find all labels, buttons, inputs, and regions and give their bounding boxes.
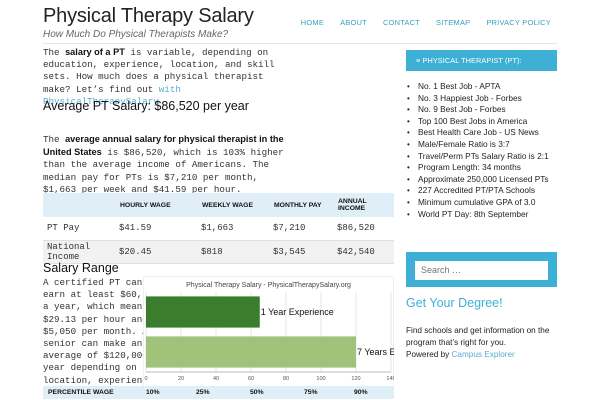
list-item: Top 100 Best Jobs in America [407, 116, 549, 128]
chart-plot: Physical Therapy Salary - PhysicalTherap… [144, 282, 394, 382]
table-cell: PT Pay [43, 217, 115, 241]
list-item: Minimum cumulative GPA of 3.0 [407, 197, 549, 209]
chart-bar-label: 1 Year Experience [261, 307, 334, 317]
chart-tick-label: 100 [316, 376, 325, 382]
sidebar-facts-list: No. 1 Best Job - APTA No. 3 Happiest Job… [407, 81, 549, 220]
average-salary-paragraph: The average annual salary for physical t… [43, 134, 284, 195]
nav-privacy-policy[interactable]: PRIVACY POLICY [486, 18, 551, 27]
wage-table-header: HOURLY WAGE WEEKLY WAGE MONTHLY PAY ANNU… [43, 193, 394, 217]
list-item: No. 1 Best Job - APTA [407, 81, 549, 93]
list-item: Best Health Care Job - US News [407, 127, 549, 139]
percentile-header-cell: 50% [245, 386, 299, 399]
chart-tick-label: 140 [386, 376, 394, 382]
intro-paragraph: The salary of a PT is variable, dependin… [43, 47, 275, 107]
intro-link[interactable]: with PhysicalTherapySalary [43, 83, 181, 107]
wage-table-header-cell: MONTHLY PAY [269, 193, 333, 217]
sidebar-widget-header: ≡ PHYSICAL THERAPIST (PT): [406, 50, 557, 71]
table-cell: $86,520 [333, 217, 394, 241]
table-row: PT Pay $41.59 $1,663 $7,210 $86,520 [43, 217, 394, 241]
table-cell: $42,540 [333, 240, 394, 264]
table-cell: $1,663 [197, 217, 269, 241]
nav-sitemap[interactable]: SITEMAP [436, 18, 471, 27]
chart-tick-label: 120 [351, 376, 360, 382]
list-item: Approximate 250,000 Licensed PTs [407, 174, 549, 186]
search-widget [406, 252, 557, 287]
average-salary-heading: Average PT Salary: $86,520 per year [43, 99, 249, 113]
table-cell: $3,545 [269, 240, 333, 264]
table-row: National Income $20.45 $818 $3,545 $42,5… [43, 240, 394, 264]
degree-description: Find schools and get information on the … [406, 326, 550, 347]
table-cell: $7,210 [269, 217, 333, 241]
salary-chart: Physical Therapy Salary - PhysicalTherap… [143, 276, 394, 388]
chart-tick-label: 80 [283, 376, 289, 382]
percentile-header-cell: 25% [191, 386, 245, 399]
intro-bold: salary of a PT [65, 47, 125, 57]
percentile-table: PERCENTILE WAGE 10% 25% 50% 75% 90% [43, 386, 394, 399]
list-item: 227 Accredited PT/PTA Schools [407, 185, 549, 197]
table-cell: $818 [197, 240, 269, 264]
chart-tick-label: 60 [248, 376, 254, 382]
nav-about[interactable]: ABOUT [340, 18, 367, 27]
percentile-header-cell: 75% [299, 386, 349, 399]
salary-range-paragraph: A certified PT can earn at least $60,600… [43, 277, 159, 398]
sidebar-header-label: PHYSICAL THERAPIST (PT): [422, 56, 522, 65]
chart-bar [146, 336, 356, 368]
chart-bar-label: 7 Years Experience [357, 347, 394, 357]
table-cell: National Income [43, 240, 115, 264]
list-item: Travel/Perm PTs Salary Ratio is 2:1 [407, 151, 549, 163]
chart-tick-label: 0 [144, 376, 147, 382]
campus-explorer-link[interactable]: Campus Explorer [451, 350, 515, 359]
list-item: Program Length: 34 months [407, 162, 549, 174]
wage-table: HOURLY WAGE WEEKLY WAGE MONTHLY PAY ANNU… [43, 193, 394, 264]
list-item: No. 3 Happiest Job - Forbes [407, 93, 549, 105]
nav-home[interactable]: HOME [300, 18, 325, 27]
chart-bar [146, 296, 260, 328]
chart-tick-label: 20 [178, 376, 184, 382]
list-item: No. 9 Best Job - Forbes [407, 104, 549, 116]
list-item: Male/Female Ratio is 3:7 [407, 139, 549, 151]
list-item: World PT Day: 8th September [407, 209, 549, 221]
search-input[interactable] [415, 260, 548, 280]
table-cell: $20.45 [115, 240, 197, 264]
chart-tick-label: 40 [213, 376, 219, 382]
wage-table-header-cell [43, 193, 115, 217]
list-icon: ≡ [416, 56, 421, 65]
main-nav: HOME ABOUT CONTACT SITEMAP PRIVACY POLIC… [293, 18, 559, 27]
site-title[interactable]: Physical Therapy Salary [43, 5, 254, 27]
wage-table-header-cell: WEEKLY WAGE [197, 193, 269, 217]
chart-title: Physical Therapy Salary - PhysicalTherap… [186, 282, 351, 289]
percentile-table-header: PERCENTILE WAGE 10% 25% 50% 75% 90% [43, 386, 394, 399]
nav-contact[interactable]: CONTACT [382, 18, 421, 27]
average-salary-bold: average annual salary for physical thera… [43, 134, 284, 158]
table-cell: $41.59 [115, 217, 197, 241]
powered-by: Powered by Campus Explorer [406, 350, 515, 359]
salary-range-heading: Salary Range [43, 261, 119, 275]
wage-table-header-cell: ANNUAL INCOME [333, 193, 394, 217]
percentile-header-cell: PERCENTILE WAGE [43, 386, 141, 399]
header-divider [43, 43, 557, 44]
site-description: How Much Do Physical Therapists Make? [43, 29, 229, 40]
percentile-header-cell: 10% [141, 386, 191, 399]
degree-widget-text: Find schools and get information on the … [406, 325, 566, 361]
wage-table-header-cell: HOURLY WAGE [115, 193, 197, 217]
percentile-header-cell: 90% [349, 386, 394, 399]
degree-widget-title: Get Your Degree! [406, 296, 503, 310]
